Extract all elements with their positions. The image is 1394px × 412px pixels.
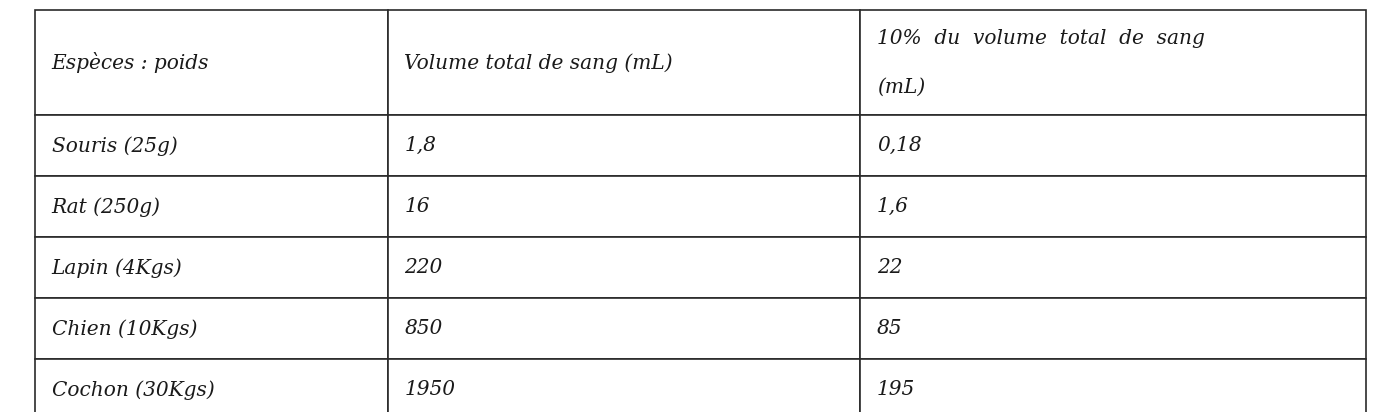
Text: Lapin (4Kgs): Lapin (4Kgs) <box>52 258 183 278</box>
Bar <box>860 237 1366 298</box>
Text: 1,6: 1,6 <box>877 197 909 216</box>
Text: 85: 85 <box>877 319 902 338</box>
Bar <box>35 176 388 237</box>
Bar <box>860 10 1366 115</box>
Bar <box>388 10 860 115</box>
Text: Volume total de sang (mL): Volume total de sang (mL) <box>404 53 673 73</box>
Bar <box>860 359 1366 412</box>
Text: 1,8: 1,8 <box>404 136 436 155</box>
Text: 10%  du  volume  total  de  sang: 10% du volume total de sang <box>877 29 1204 48</box>
Text: (mL): (mL) <box>877 77 926 96</box>
Bar <box>35 298 388 359</box>
Bar <box>860 176 1366 237</box>
Text: Espèces : poids: Espèces : poids <box>52 52 209 73</box>
Text: 0,18: 0,18 <box>877 136 921 155</box>
Bar <box>35 237 388 298</box>
Bar <box>35 115 388 176</box>
Bar <box>35 10 388 115</box>
Text: Chien (10Kgs): Chien (10Kgs) <box>52 319 197 339</box>
Bar <box>388 359 860 412</box>
Bar <box>388 176 860 237</box>
Text: 195: 195 <box>877 380 916 399</box>
Bar <box>35 359 388 412</box>
Text: 1950: 1950 <box>404 380 456 399</box>
Text: 22: 22 <box>877 258 902 277</box>
Text: 220: 220 <box>404 258 443 277</box>
Bar <box>388 298 860 359</box>
Text: 850: 850 <box>404 319 443 338</box>
Text: 16: 16 <box>404 197 429 216</box>
Bar <box>388 115 860 176</box>
Text: Cochon (30Kgs): Cochon (30Kgs) <box>52 380 215 400</box>
Bar <box>860 115 1366 176</box>
Text: Souris (25g): Souris (25g) <box>52 136 177 156</box>
Bar <box>388 237 860 298</box>
Text: Rat (250g): Rat (250g) <box>52 197 160 217</box>
Bar <box>860 298 1366 359</box>
